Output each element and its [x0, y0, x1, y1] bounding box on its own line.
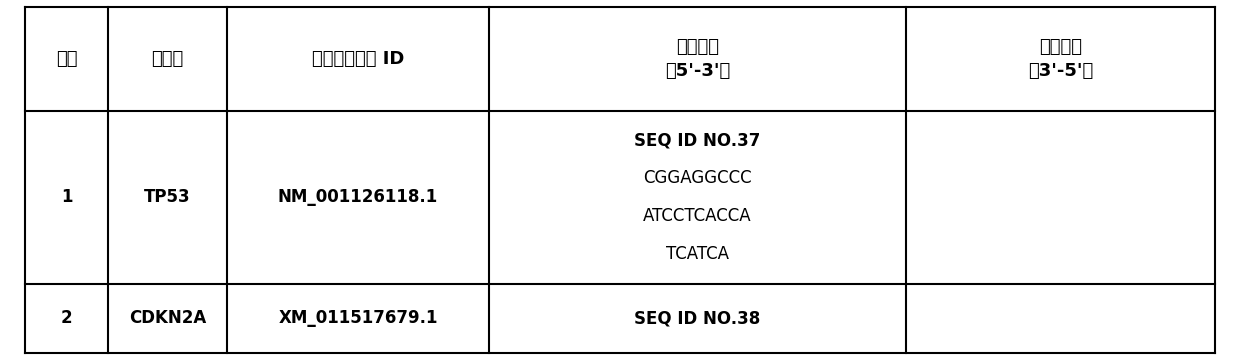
Text: CDKN2A: CDKN2A [129, 309, 206, 327]
Text: 探针序列
（3'-5'）: 探针序列 （3'-5'） [1028, 38, 1094, 80]
Text: 序号: 序号 [56, 50, 77, 68]
Text: 基因名: 基因名 [151, 50, 184, 68]
Text: SEQ ID NO.37: SEQ ID NO.37 [634, 131, 760, 149]
Text: TCATCA: TCATCA [666, 245, 729, 263]
Text: TP53: TP53 [144, 188, 191, 206]
Text: 2: 2 [61, 309, 72, 327]
Text: XM_011517679.1: XM_011517679.1 [278, 309, 438, 327]
Text: ATCCTCACCA: ATCCTCACCA [644, 207, 751, 225]
Text: 1: 1 [61, 188, 72, 206]
Text: SEQ ID NO.38: SEQ ID NO.38 [634, 309, 760, 327]
Text: 基因身份号码 ID: 基因身份号码 ID [312, 50, 404, 68]
Text: CGGAGGCCC: CGGAGGCCC [644, 169, 751, 187]
Text: 探针序列
（5'-3'）: 探针序列 （5'-3'） [665, 38, 730, 80]
Text: NM_001126118.1: NM_001126118.1 [278, 188, 438, 206]
